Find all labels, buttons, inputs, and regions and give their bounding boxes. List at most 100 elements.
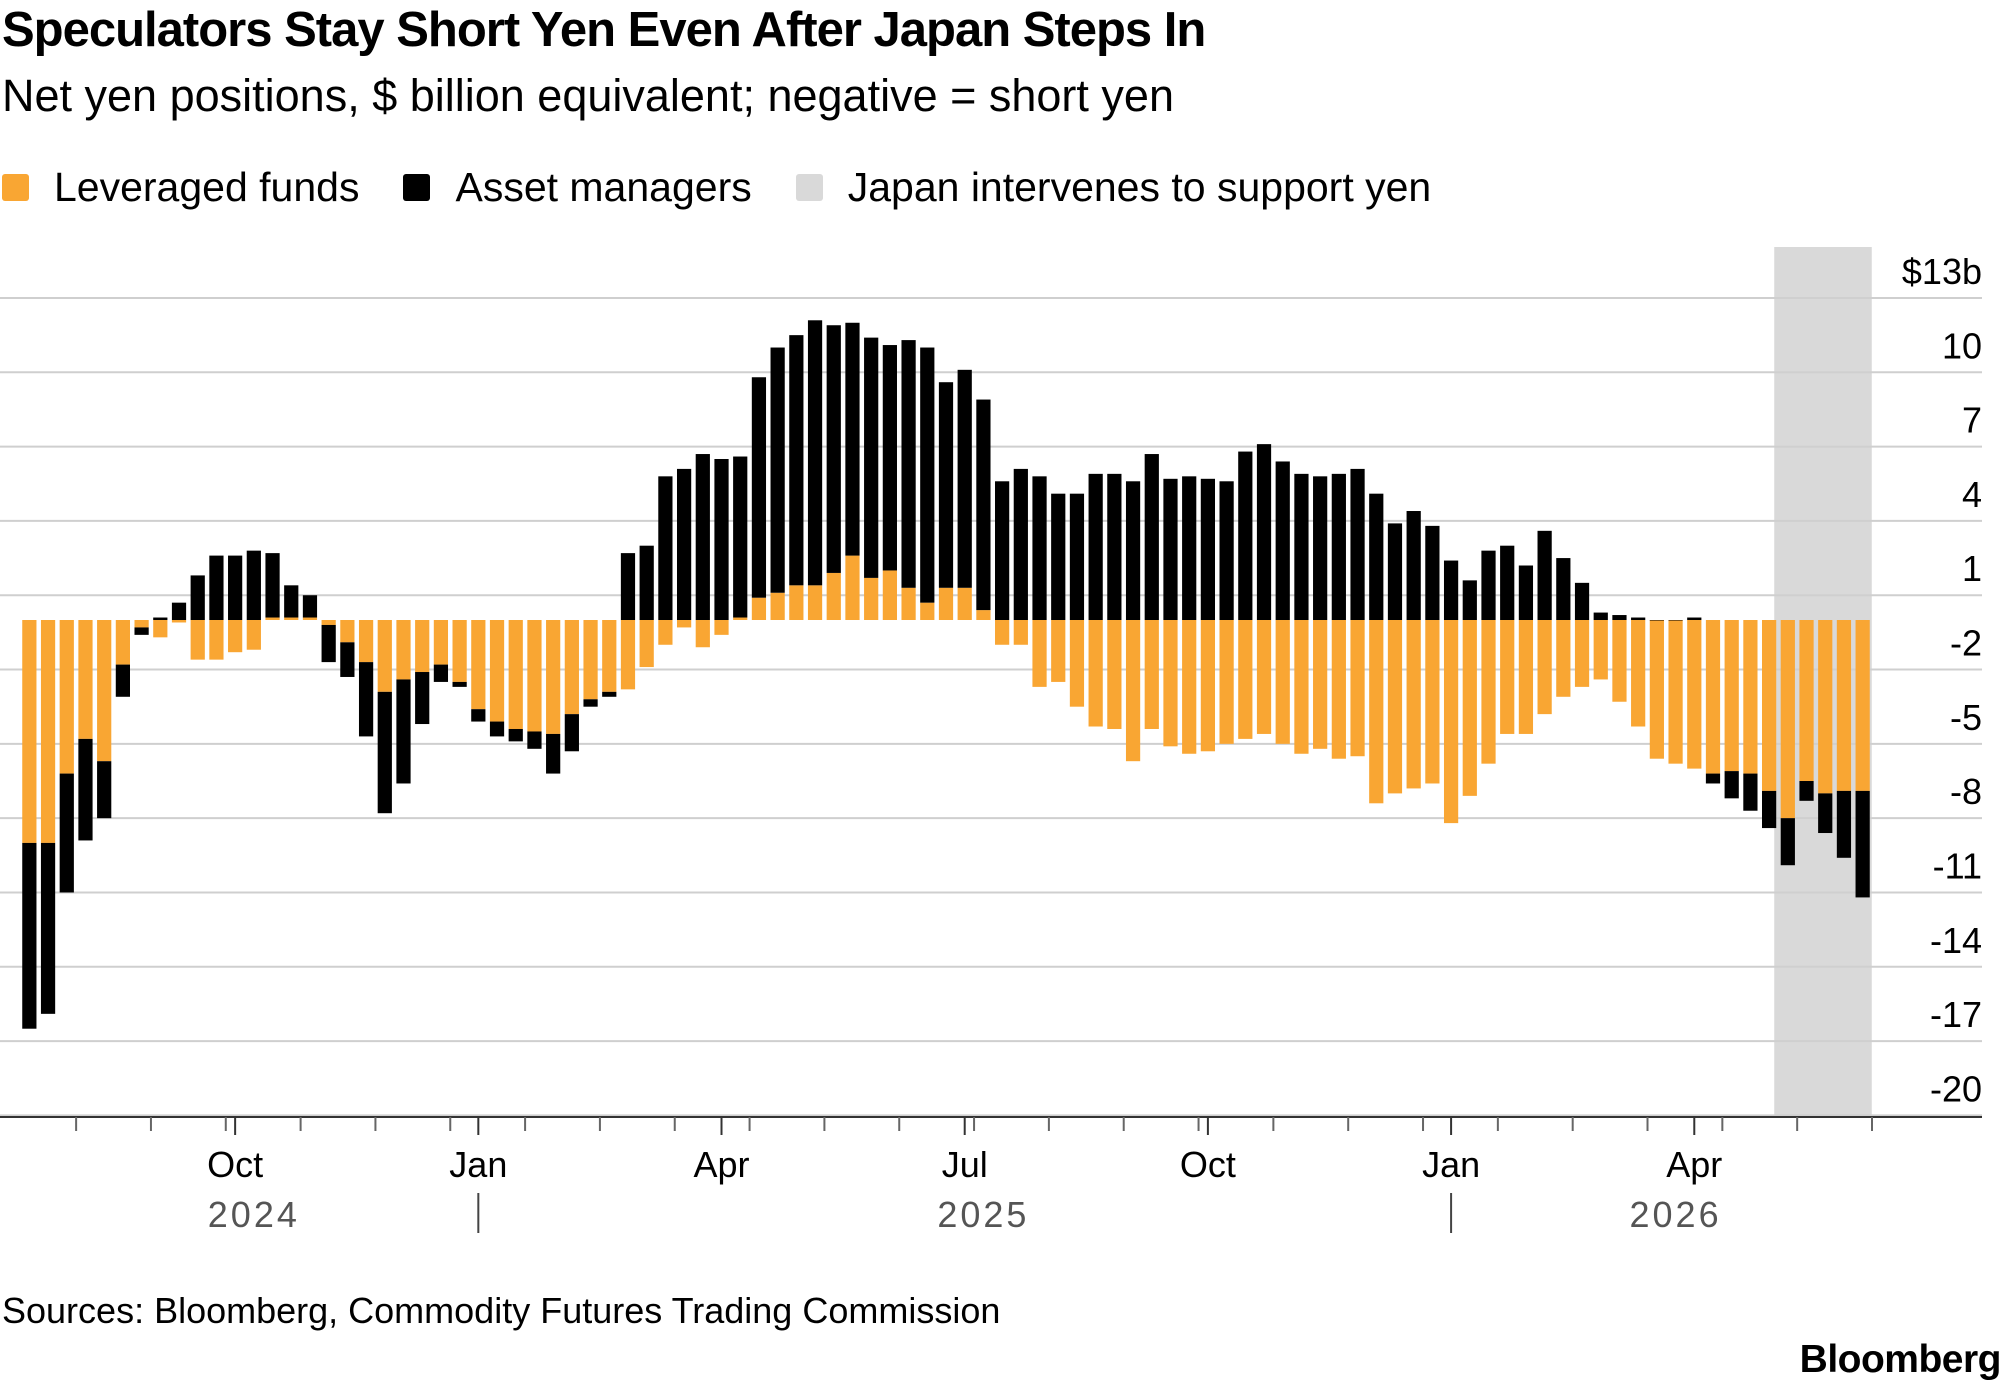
leveraged-bar-94 — [1780, 620, 1795, 819]
leveraged-bar-36 — [695, 620, 710, 648]
leveraged-bar-23 — [452, 620, 467, 682]
leveraged-bar-3 — [78, 620, 93, 739]
leveraged-bar-76 — [1443, 620, 1459, 824]
asset-bar-15 — [302, 595, 318, 618]
asset-bar-63 — [1200, 478, 1216, 620]
leveraged-bar-56 — [1069, 620, 1085, 707]
leveraged-bar-37 — [714, 620, 729, 635]
leveraged-bar-46 — [882, 570, 897, 620]
leveraged-bar-49 — [938, 587, 954, 620]
asset-bar-45 — [864, 337, 879, 578]
leveraged-bar-91 — [1724, 620, 1739, 772]
asset-bar-30 — [583, 699, 598, 707]
asset-bar-97 — [1836, 790, 1852, 858]
asset-bar-64 — [1219, 481, 1234, 620]
asset-bar-18 — [358, 662, 374, 737]
asset-bar-5 — [115, 664, 130, 697]
leveraged-bar-51 — [976, 610, 991, 620]
asset-bar-14 — [284, 585, 299, 618]
leveraged-bar-43 — [826, 572, 841, 620]
y-tick-label-1: 10 — [1942, 325, 1982, 366]
leveraged-bar-97 — [1836, 620, 1852, 791]
asset-bar-26 — [508, 728, 523, 742]
asset-bar-0 — [22, 842, 37, 1029]
leveraged-bar-10 — [209, 620, 224, 660]
y-tick-label-10: -17 — [1930, 994, 1982, 1035]
leveraged-bar-26 — [508, 620, 523, 729]
asset-bar-24 — [471, 709, 486, 722]
leveraged-bar-64 — [1219, 620, 1234, 744]
asset-bar-65 — [1238, 451, 1253, 620]
asset-bar-43 — [826, 325, 841, 573]
asset-bar-91 — [1724, 771, 1739, 799]
leveraged-bar-50 — [957, 587, 972, 620]
leveraged-bar-79 — [1500, 620, 1515, 734]
x-month-label-2: Apr — [693, 1144, 749, 1185]
x-month-label-6: Apr — [1666, 1144, 1722, 1185]
asset-bar-6 — [134, 627, 149, 635]
asset-bar-16 — [321, 624, 336, 663]
leveraged-bar-14 — [284, 617, 299, 620]
leveraged-bar-11 — [228, 620, 243, 653]
y-tick-label-9: -14 — [1930, 920, 1982, 961]
leveraged-bar-7 — [153, 620, 168, 638]
leveraged-bar-42 — [807, 585, 823, 620]
asset-bar-52 — [995, 481, 1010, 620]
leveraged-bar-66 — [1256, 620, 1272, 734]
leveraged-bar-34 — [658, 620, 673, 645]
leveraged-bar-77 — [1462, 620, 1477, 796]
leveraged-bar-72 — [1369, 620, 1384, 804]
leveraged-bar-90 — [1705, 620, 1721, 774]
leveraged-bar-20 — [396, 620, 411, 680]
asset-bar-3 — [78, 738, 93, 841]
asset-bar-35 — [676, 468, 692, 620]
x-month-label-0: Oct — [207, 1144, 263, 1185]
asset-bar-68 — [1294, 473, 1309, 620]
asset-bar-13 — [265, 553, 280, 618]
asset-bar-93 — [1762, 790, 1777, 829]
leveraged-bar-69 — [1313, 620, 1328, 749]
source-note: Sources: Bloomberg, Commodity Futures Tr… — [2, 1290, 1001, 1331]
asset-bar-32 — [620, 553, 636, 620]
asset-bar-87 — [1649, 620, 1664, 621]
asset-bar-2 — [59, 773, 74, 893]
y-tick-label-11: -20 — [1930, 1068, 1982, 1109]
asset-bar-83 — [1574, 582, 1590, 620]
leveraged-bar-57 — [1088, 620, 1103, 727]
asset-bar-23 — [452, 681, 467, 687]
asset-bar-44 — [845, 322, 860, 556]
asset-bar-96 — [1818, 793, 1833, 834]
asset-bar-82 — [1556, 558, 1571, 620]
leveraged-bar-82 — [1556, 620, 1571, 697]
leveraged-bar-92 — [1743, 620, 1758, 774]
asset-bar-9 — [190, 575, 205, 620]
leveraged-bar-15 — [302, 617, 318, 620]
leveraged-bar-70 — [1331, 620, 1346, 759]
asset-bar-56 — [1069, 493, 1085, 620]
x-month-label-4: Oct — [1180, 1144, 1236, 1185]
asset-bar-70 — [1331, 473, 1346, 620]
leveraged-bar-87 — [1649, 620, 1664, 759]
asset-bar-20 — [396, 679, 411, 784]
y-tick-label-7: -8 — [1950, 771, 1982, 812]
asset-bar-54 — [1032, 476, 1047, 620]
asset-bar-69 — [1313, 476, 1328, 620]
leveraged-bar-65 — [1238, 620, 1253, 739]
leveraged-bar-22 — [433, 620, 449, 665]
leveraged-bar-30 — [583, 620, 598, 700]
chart-title: Speculators Stay Short Yen Even After Ja… — [2, 3, 1206, 57]
leveraged-bar-96 — [1818, 620, 1833, 794]
asset-bar-34 — [658, 476, 673, 620]
leveraged-bar-35 — [676, 620, 692, 628]
leveraged-bar-13 — [265, 617, 280, 620]
leveraged-bar-33 — [639, 620, 654, 668]
legend-swatch-leveraged-funds — [2, 173, 29, 201]
leveraged-bar-55 — [1051, 620, 1066, 682]
leveraged-bar-41 — [789, 585, 804, 620]
leveraged-bar-93 — [1762, 620, 1777, 791]
asset-bar-72 — [1369, 493, 1384, 620]
asset-bar-77 — [1462, 580, 1477, 620]
asset-bar-46 — [882, 345, 897, 571]
asset-bar-4 — [97, 761, 112, 819]
legend-label-asset-managers: Asset managers — [455, 163, 752, 210]
